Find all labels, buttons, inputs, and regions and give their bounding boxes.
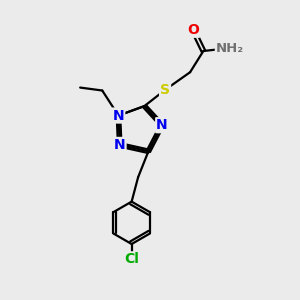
Text: N: N (114, 138, 125, 152)
Text: Cl: Cl (124, 252, 139, 266)
Text: NH₂: NH₂ (216, 42, 244, 55)
Text: O: O (187, 23, 199, 37)
Text: S: S (160, 83, 170, 97)
Text: N: N (112, 109, 124, 122)
Text: N: N (156, 118, 168, 132)
